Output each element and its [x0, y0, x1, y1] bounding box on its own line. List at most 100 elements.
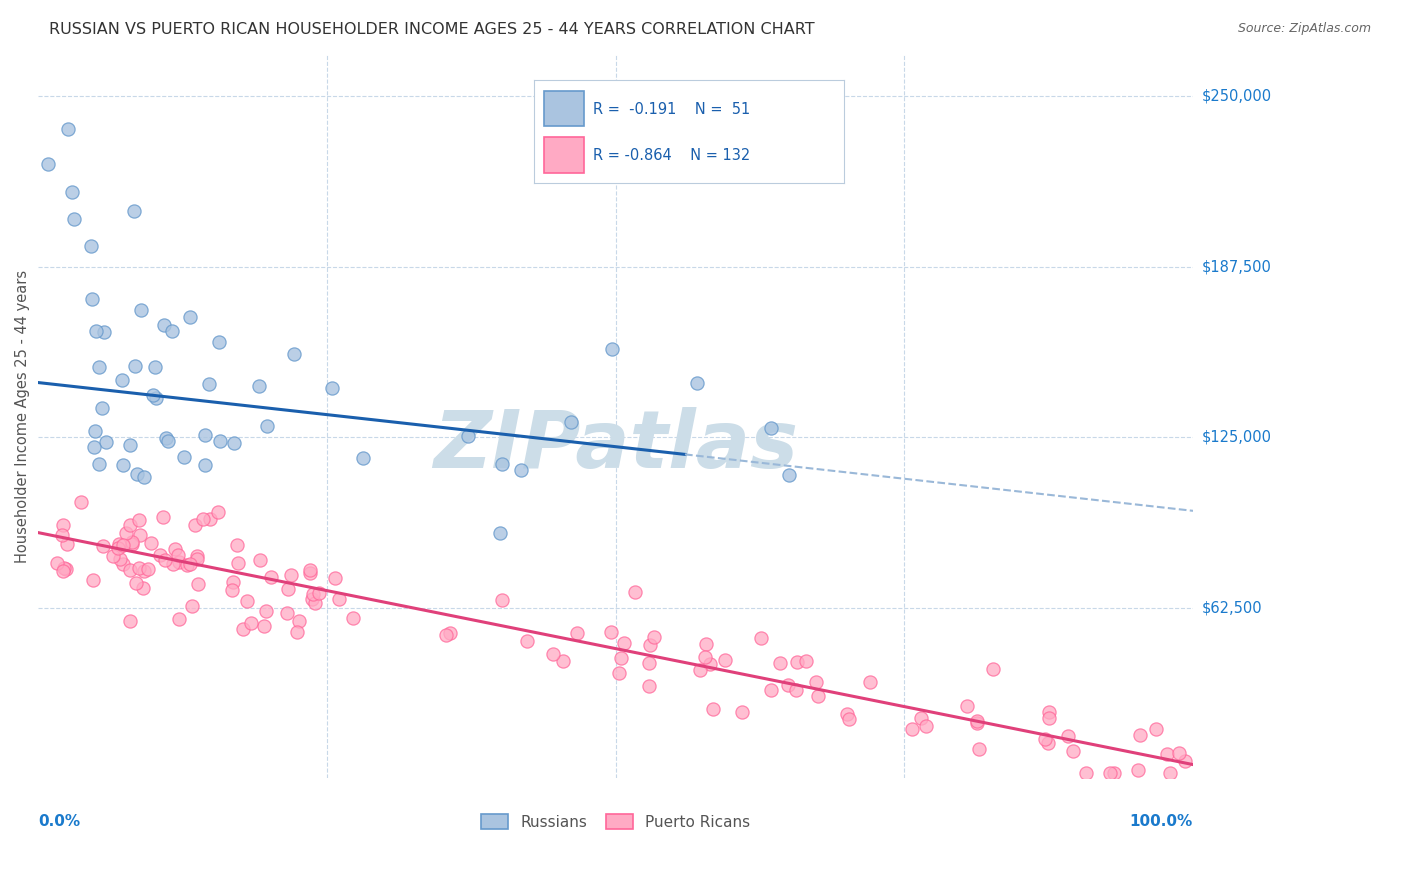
- Point: [693, 649, 716, 664]
- Point: [148, 549, 170, 563]
- Point: [613, 636, 636, 650]
- Point: [152, 509, 174, 524]
- Point: [966, 715, 988, 730]
- Point: [323, 570, 346, 584]
- Point: [804, 675, 827, 690]
- Text: $62,500: $62,500: [1201, 600, 1263, 615]
- Point: [1129, 728, 1152, 742]
- Point: [1062, 744, 1084, 758]
- Point: [63, 211, 86, 226]
- Point: [249, 553, 271, 567]
- Point: [143, 360, 166, 375]
- Point: [260, 569, 283, 583]
- Point: [807, 689, 830, 703]
- Point: [193, 458, 215, 473]
- Point: [301, 591, 323, 606]
- Point: [910, 711, 932, 725]
- Point: [299, 566, 322, 581]
- Point: [153, 318, 176, 332]
- Point: [138, 562, 160, 576]
- Point: [124, 359, 146, 374]
- Point: [637, 656, 659, 670]
- Point: [128, 561, 150, 575]
- Point: [838, 712, 860, 726]
- Point: [120, 563, 142, 577]
- Point: [107, 537, 129, 551]
- Point: [37, 157, 59, 171]
- Point: [353, 450, 375, 465]
- Point: [91, 401, 114, 416]
- Point: [155, 431, 177, 445]
- Text: RUSSIAN VS PUERTO RICAN HOUSEHOLDER INCOME AGES 25 - 44 YEARS CORRELATION CHART: RUSSIAN VS PUERTO RICAN HOUSEHOLDER INCO…: [49, 22, 815, 37]
- Text: $250,000: $250,000: [1201, 88, 1271, 103]
- Point: [769, 656, 792, 670]
- Point: [686, 376, 709, 390]
- Point: [749, 631, 772, 645]
- Point: [167, 555, 190, 569]
- Point: [491, 593, 513, 607]
- Point: [599, 624, 621, 639]
- Point: [197, 377, 219, 392]
- Point: [222, 436, 245, 450]
- Point: [623, 585, 645, 599]
- Point: [173, 450, 195, 464]
- Point: [966, 714, 988, 729]
- Point: [108, 552, 131, 566]
- Point: [239, 615, 262, 630]
- Text: ZIPatlas: ZIPatlas: [433, 407, 799, 484]
- Y-axis label: Householder Income Ages 25 - 44 years: Householder Income Ages 25 - 44 years: [15, 270, 30, 563]
- Point: [702, 702, 724, 716]
- Point: [162, 557, 184, 571]
- Point: [491, 457, 513, 471]
- Point: [165, 542, 187, 557]
- Text: $125,000: $125,000: [1201, 430, 1271, 444]
- Point: [1159, 765, 1181, 780]
- Point: [610, 650, 633, 665]
- Point: [794, 655, 817, 669]
- Point: [247, 379, 270, 393]
- Point: [134, 469, 156, 483]
- Point: [1104, 765, 1126, 780]
- Point: [96, 434, 118, 449]
- Point: [107, 541, 129, 556]
- Point: [132, 564, 155, 578]
- Point: [155, 553, 177, 567]
- Point: [304, 595, 326, 609]
- Point: [553, 654, 575, 668]
- Point: [83, 440, 105, 454]
- Point: [198, 512, 221, 526]
- Point: [439, 626, 461, 640]
- Point: [786, 655, 808, 669]
- Text: R = -0.864    N = 132: R = -0.864 N = 132: [593, 148, 751, 162]
- Point: [142, 388, 165, 402]
- Point: [602, 343, 624, 357]
- Point: [714, 653, 737, 667]
- Point: [516, 634, 538, 648]
- Point: [1038, 711, 1060, 725]
- FancyBboxPatch shape: [544, 136, 583, 173]
- Point: [60, 185, 83, 199]
- Point: [162, 324, 184, 338]
- Point: [328, 591, 350, 606]
- Point: [120, 614, 142, 628]
- Point: [86, 324, 108, 338]
- Point: [56, 537, 79, 551]
- Point: [111, 557, 134, 571]
- Point: [637, 679, 659, 693]
- Point: [191, 512, 214, 526]
- Point: [638, 638, 661, 652]
- Point: [139, 536, 162, 550]
- Point: [761, 420, 783, 434]
- Point: [121, 537, 143, 551]
- Point: [901, 722, 924, 736]
- Point: [565, 626, 588, 640]
- Point: [1174, 754, 1197, 768]
- Text: $187,500: $187,500: [1201, 259, 1271, 274]
- Point: [87, 457, 110, 471]
- Point: [236, 594, 259, 608]
- Point: [222, 574, 245, 589]
- Point: [128, 513, 150, 527]
- Point: [55, 562, 77, 576]
- Point: [93, 325, 115, 339]
- Point: [186, 551, 208, 566]
